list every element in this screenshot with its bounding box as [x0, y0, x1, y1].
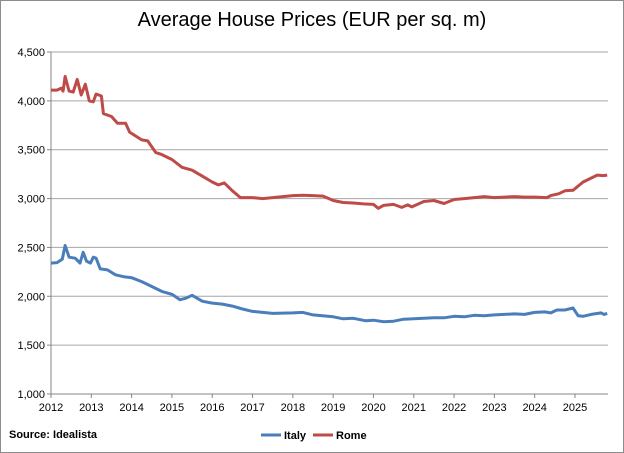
series-line-rome — [51, 74, 608, 210]
legend-label-rome: Rome — [336, 430, 367, 442]
x-tick-label: 2012 — [39, 402, 63, 414]
x-tick-label: 2017 — [240, 402, 264, 414]
x-tick-label: 2022 — [442, 402, 466, 414]
x-tick-label: 2024 — [522, 402, 546, 414]
y-tick-label: 1,500 — [17, 340, 45, 352]
y-tick-label: 4,500 — [17, 47, 45, 59]
x-tick-label: 2014 — [119, 402, 143, 414]
y-tick-label: 2,500 — [17, 242, 45, 254]
x-tick-label: 2023 — [482, 402, 506, 414]
y-tick-label: 4,000 — [17, 96, 45, 108]
x-tick-label: 2016 — [200, 402, 224, 414]
x-tick-label: 2019 — [321, 402, 345, 414]
series-line-italy — [50, 244, 608, 324]
chart-title: Average House Prices (EUR per sq. m) — [137, 9, 487, 31]
x-tick-label: 2025 — [563, 402, 587, 414]
x-tick-label: 2015 — [160, 402, 184, 414]
y-tick-label: 3,000 — [17, 194, 45, 206]
y-tick-label: 3,500 — [17, 145, 45, 157]
x-tick-label: 2020 — [361, 402, 385, 414]
x-tick-label: 2021 — [402, 402, 426, 414]
y-tick-label: 1,000 — [17, 389, 45, 401]
x-tick-label: 2018 — [281, 402, 305, 414]
x-tick-label: 2013 — [79, 402, 103, 414]
y-tick-label: 2,000 — [17, 291, 45, 303]
legend-label-italy: Italy — [284, 430, 307, 442]
source-note: Source: Idealista — [9, 429, 98, 441]
